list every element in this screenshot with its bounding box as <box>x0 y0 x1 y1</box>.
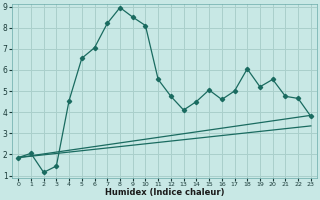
X-axis label: Humidex (Indice chaleur): Humidex (Indice chaleur) <box>105 188 224 197</box>
